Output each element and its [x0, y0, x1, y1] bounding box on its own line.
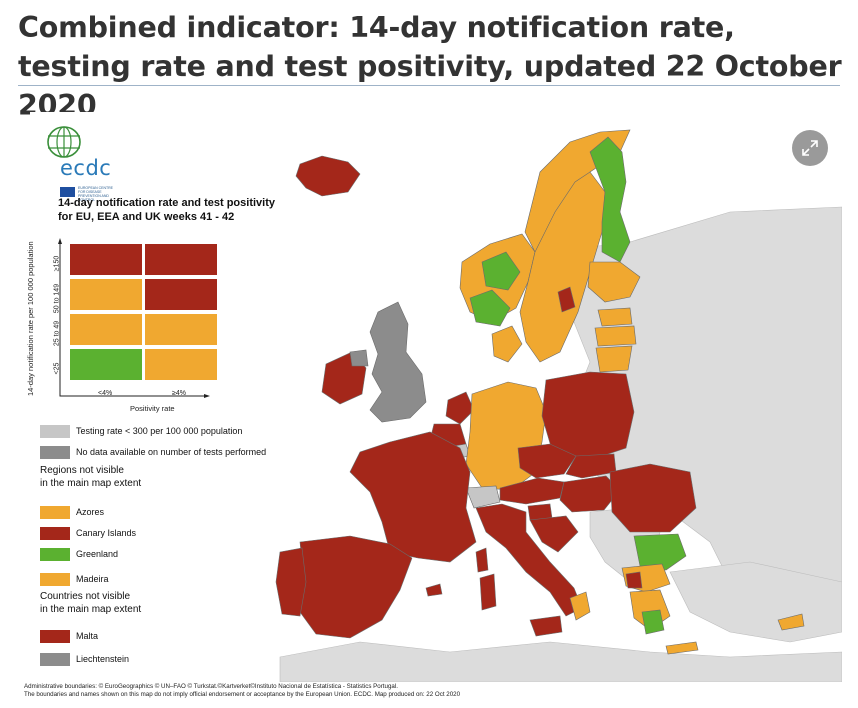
legend-swatch [40, 629, 70, 643]
legend-swatch [40, 505, 70, 519]
legend-axes [58, 238, 210, 398]
page-title: Combined indicator: 14-day notification … [18, 11, 842, 122]
legend-cell [145, 244, 217, 275]
legend-countries-heading-line-1: Countries not visible [40, 591, 131, 602]
legend-x-tick: ≥4% [172, 390, 186, 397]
region-sardinia [479, 573, 497, 611]
region-crete [665, 641, 699, 655]
europe-map [275, 129, 842, 682]
region-cyprus [777, 613, 805, 631]
region-united-kingdom [369, 301, 427, 423]
legend-cell [145, 279, 217, 310]
region-estonia [597, 307, 633, 327]
region-netherlands [445, 391, 475, 425]
legend-cell [70, 279, 142, 310]
legend-item-label: Madeira [76, 574, 109, 584]
map-credits: Administrative boundaries: © EuroGeograp… [24, 683, 824, 699]
region-italy-south-orange [569, 591, 591, 621]
region-austria [499, 477, 565, 505]
legend-cell [70, 349, 142, 380]
region-portugal [275, 547, 307, 617]
region-sweden [519, 171, 606, 363]
agency-name: EUROPEAN CENTRE FOR DISEASE PREVENTION A… [78, 186, 114, 202]
legend-swatch [40, 424, 70, 438]
legend-swatch [40, 445, 70, 459]
region-spain [299, 535, 413, 639]
region-switzerland [465, 485, 501, 509]
globe-icon [47, 126, 81, 158]
legend-title-line-1: 14-day notification rate and test positi… [58, 197, 275, 209]
title-divider [18, 85, 840, 86]
region-northern-ireland [349, 349, 369, 367]
non-member-land-africa [279, 641, 842, 682]
legend-y-axis: 14-day notification rate per 100 000 pop… [26, 241, 40, 406]
legend-item-label: Greenland [76, 549, 119, 559]
ecdc-logo: ecdc EUROPEAN CENTRE FOR DISEASE PREVENT… [36, 120, 126, 202]
region-poland [541, 371, 635, 461]
region-denmark [491, 325, 523, 363]
legend-matrix [70, 244, 250, 388]
legend-item-testing-low: Testing rate < 300 per 100 000 populatio… [40, 424, 242, 438]
region-sweden-red [557, 286, 576, 313]
legend-item-label: No data available on number of tests per… [76, 447, 267, 457]
region-slovenia [527, 503, 553, 521]
legend-cell [70, 244, 142, 275]
legend-country-malta: Malta [40, 629, 98, 643]
legend-title: 14-day notification rate and test positi… [58, 196, 328, 224]
legend-regions-heading-line-1: Regions not visible [40, 465, 124, 476]
region-hungary [559, 475, 621, 513]
legend-region-greenland: Greenland [40, 547, 118, 561]
expand-map-button[interactable] [792, 130, 828, 166]
legend-swatch [40, 652, 70, 666]
region-finland-north [589, 136, 631, 263]
map-figure[interactable]: ecdc EUROPEAN CENTRE FOR DISEASE PREVENT… [26, 112, 842, 682]
region-balearic [425, 583, 443, 597]
legend-item-label: Canary Islands [76, 528, 137, 538]
region-croatia [529, 515, 579, 553]
expand-arrows-icon [802, 140, 818, 156]
region-slovakia [565, 453, 617, 479]
legend-swatch [40, 572, 70, 586]
legend-item-label: Testing rate < 300 per 100 000 populatio… [76, 426, 243, 436]
legend-item-label: Liechtenstein [76, 654, 130, 664]
region-latvia [594, 325, 637, 347]
region-norway-green-1 [481, 251, 521, 291]
legend-item-no-data: No data available on number of tests per… [40, 445, 266, 459]
legend-country-liechtenstein: Liechtenstein [40, 652, 129, 666]
region-norway-green-2 [469, 289, 511, 327]
region-greece-red [625, 571, 643, 589]
legend-swatch [40, 547, 70, 561]
legend-region-canary-islands: Canary Islands [40, 526, 136, 540]
region-corsica [475, 547, 489, 573]
legend-item-label: Malta [76, 631, 99, 641]
region-bulgaria [633, 533, 687, 571]
legend-regions-heading: Regions not visible in the main map exte… [40, 464, 141, 490]
credits-line-2: The boundaries and names shown on this m… [24, 691, 461, 698]
region-lithuania [595, 345, 633, 373]
legend-cell [145, 314, 217, 345]
legend-x-tick: <4% [98, 390, 113, 397]
legend-y-axis-label: 14-day notification rate per 100 000 pop… [26, 241, 35, 396]
region-greece-green [641, 609, 665, 635]
region-czechia [517, 443, 577, 479]
legend-region-madeira: Madeira [40, 572, 109, 586]
logo-wordmark: ecdc [60, 156, 112, 180]
legend-swatch [40, 526, 70, 540]
legend-region-azores: Azores [40, 505, 104, 519]
legend-cell [70, 314, 142, 345]
legend-x-axis-label: Positivity rate [130, 404, 175, 413]
legend-title-line-2: for EU, EEA and UK weeks 41 - 42 [58, 211, 235, 223]
legend-countries-heading-line-2: in the main map extent [40, 604, 142, 615]
legend-item-label: Azores [76, 507, 105, 517]
region-sicily [529, 615, 563, 637]
region-romania [609, 463, 697, 533]
legend-regions-heading-line-2: in the main map extent [40, 478, 142, 489]
region-finland-south [587, 261, 641, 303]
region-france [349, 431, 477, 563]
region-iceland [295, 155, 361, 197]
legend-cell [145, 349, 217, 380]
eu-flag-icon [60, 187, 75, 197]
credits-line-1: Administrative boundaries: © EuroGeograp… [24, 683, 398, 690]
legend-countries-heading: Countries not visible in the main map ex… [40, 590, 141, 616]
